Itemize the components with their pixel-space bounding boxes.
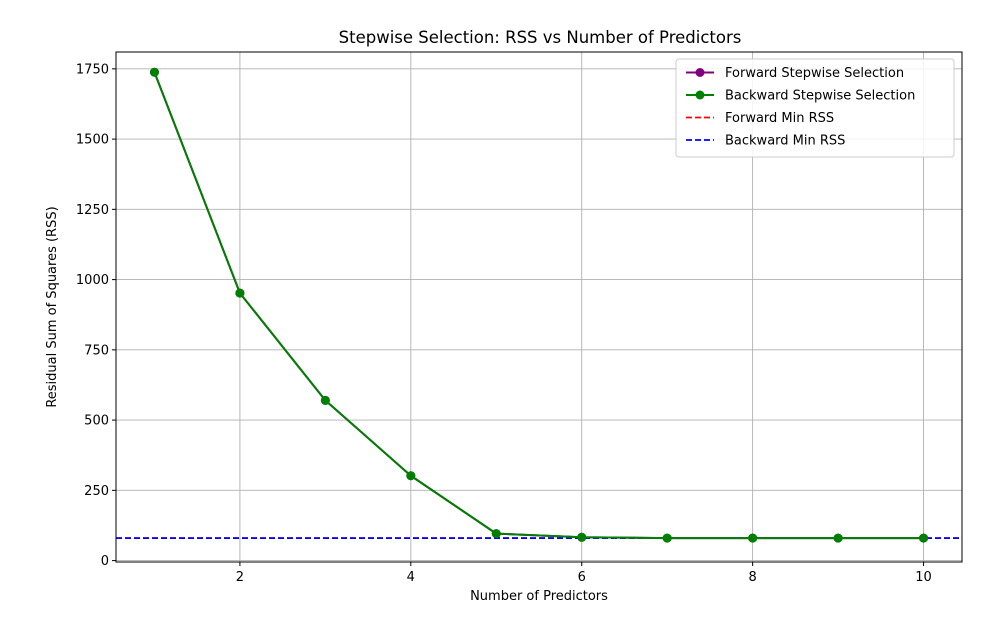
y-tick-label: 1250: [76, 203, 109, 218]
y-axis-label: Residual Sum of Squares (RSS): [45, 206, 60, 407]
x-tick-label: 4: [407, 570, 415, 585]
y-tick-label: 1750: [76, 62, 109, 77]
legend-marker-swatch: [695, 68, 705, 77]
legend-label: Forward Min RSS: [725, 111, 834, 126]
legend-label: Backward Min RSS: [725, 134, 845, 149]
y-tick-label: 0: [101, 554, 109, 569]
data-point: [577, 532, 587, 542]
x-tick-label: 2: [236, 570, 244, 585]
legend-label: Backward Stepwise Selection: [725, 89, 915, 104]
x-tick-label: 10: [915, 570, 932, 585]
data-point: [149, 67, 159, 77]
x-axis-label: Number of Predictors: [470, 589, 608, 604]
series-line: [153, 71, 924, 540]
legend-label: Forward Stepwise Selection: [725, 66, 904, 81]
data-series: [149, 67, 929, 543]
data-point: [662, 533, 672, 543]
y-tick-label: 250: [84, 484, 109, 499]
y-tick-label: 1000: [76, 273, 109, 288]
data-point: [748, 533, 758, 543]
legend-marker-swatch: [695, 90, 705, 100]
y-tick-label: 500: [84, 414, 109, 429]
x-axis-ticks: 2 4 6 8 10: [236, 562, 932, 585]
x-tick-label: 6: [578, 570, 586, 585]
data-point: [919, 533, 929, 543]
data-point: [491, 529, 501, 539]
legend: Forward Stepwise Selection Backward Stepw…: [675, 58, 955, 158]
data-point: [406, 471, 416, 481]
data-point: [320, 395, 330, 405]
y-tick-label: 750: [84, 343, 109, 358]
y-tick-label: 1500: [76, 133, 109, 148]
chart-title: Stepwise Selection: RSS vs Number of Pre…: [339, 28, 742, 47]
x-tick-label: 8: [748, 570, 756, 585]
legend-box: [675, 58, 955, 158]
data-point: [833, 533, 843, 543]
y-axis-ticks: 0 250 500 750 1000 1250 1500 1750: [76, 62, 116, 569]
data-point: [235, 288, 245, 298]
plot-area-frame: [115, 51, 963, 563]
